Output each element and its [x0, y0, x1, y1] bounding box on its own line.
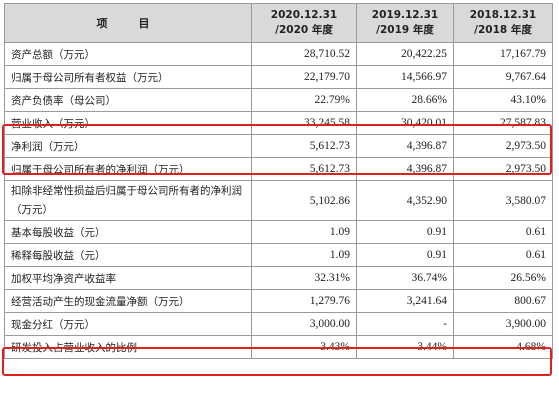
- cell-2019: 36.74%: [356, 266, 454, 290]
- cell-2019: 0.91: [356, 243, 454, 267]
- table-row-parent-net-profit: 归属于母公司所有者的净利润（万元） 5,612.73 4,396.87 2,97…: [4, 157, 553, 181]
- table-row-debt-ratio: 资产负债率（母公司） 22.79% 28.66% 43.10%: [4, 88, 553, 112]
- financial-table: 项 目 2020.12.31 /2020 年度 2019.12.31 /2019…: [4, 3, 553, 359]
- table-row-operating-cash-flow: 经营活动产生的现金流量净额（万元） 1,279.76 3,241.64 800.…: [4, 289, 553, 313]
- row-label: 营业收入（万元）: [4, 111, 252, 135]
- cell-2018: 0.61: [453, 220, 553, 244]
- header-item: 项 目: [4, 3, 252, 43]
- table-header-row: 项 目 2020.12.31 /2020 年度 2019.12.31 /2019…: [4, 3, 553, 43]
- cell-2018: 4.68%: [453, 335, 553, 359]
- cell-2018: 3,900.00: [453, 312, 553, 336]
- cell-2019: -: [356, 312, 454, 336]
- table-row-basic-eps: 基本每股收益（元） 1.09 0.91 0.61: [4, 220, 553, 244]
- cell-2018: 43.10%: [453, 88, 553, 112]
- row-label: 净利润（万元）: [4, 134, 252, 158]
- cell-2019: 4,396.87: [356, 157, 454, 181]
- header-2020: 2020.12.31 /2020 年度: [251, 3, 357, 43]
- row-label: 扣除非经常性损益后归属于母公司所有者的净利润（万元）: [4, 180, 252, 221]
- table-row-revenue: 营业收入（万元） 33,245.58 30,420.01 27,587.83: [4, 111, 553, 135]
- cell-2020: 22,179.70: [251, 65, 357, 89]
- row-label: 归属于母公司所有者的净利润（万元）: [4, 157, 252, 181]
- cell-2019: 30,420.01: [356, 111, 454, 135]
- header-2020-year: /2020 年度: [275, 24, 333, 36]
- header-2020-date: 2020.12.31: [270, 9, 338, 21]
- cell-2018: 2,973.50: [453, 134, 553, 158]
- cell-2020: 3,000.00: [251, 312, 357, 336]
- row-label: 资产总额（万元）: [4, 42, 252, 66]
- cell-2020: 22.79%: [251, 88, 357, 112]
- cell-2019: 0.91: [356, 220, 454, 244]
- header-2019-year: /2019 年度: [376, 24, 434, 36]
- table-row-roe: 加权平均净资产收益率 32.31% 36.74% 26.56%: [4, 266, 553, 290]
- table-row-adjusted-net-profit: 扣除非经常性损益后归属于母公司所有者的净利润（万元） 5,102.86 4,35…: [4, 180, 553, 221]
- cell-2018: 17,167.79: [453, 42, 553, 66]
- cell-2019: 3,241.64: [356, 289, 454, 313]
- cell-2019: 4,396.87: [356, 134, 454, 158]
- cell-2018: 9,767.64: [453, 65, 553, 89]
- cell-2020: 1.09: [251, 243, 357, 267]
- cell-2018: 2,973.50: [453, 157, 553, 181]
- cell-2019: 20,422.25: [356, 42, 454, 66]
- table-row-net-profit: 净利润（万元） 5,612.73 4,396.87 2,973.50: [4, 134, 553, 158]
- row-label: 稀释每股收益（元）: [4, 243, 252, 267]
- cell-2019: 3.44%: [356, 335, 454, 359]
- row-label: 加权平均净资产收益率: [4, 266, 252, 290]
- cell-2019: 14,566.97: [356, 65, 454, 89]
- row-label: 研发投入占营业收入的比例: [4, 335, 252, 359]
- row-label: 资产负债率（母公司）: [4, 88, 252, 112]
- header-2018-year: /2018 年度: [474, 24, 532, 36]
- table-row-diluted-eps: 稀释每股收益（元） 1.09 0.91 0.61: [4, 243, 553, 267]
- cell-2020: 5,102.86: [251, 180, 357, 221]
- cell-2020: 28,710.52: [251, 42, 357, 66]
- cell-2018: 3,580.07: [453, 180, 553, 221]
- table-row-parent-equity: 归属于母公司所有者权益（万元） 22,179.70 14,566.97 9,76…: [4, 65, 553, 89]
- header-2018: 2018.12.31 /2018 年度: [453, 3, 553, 43]
- header-2018-date: 2018.12.31: [469, 9, 537, 21]
- row-label: 经营活动产生的现金流量净额（万元）: [4, 289, 252, 313]
- cell-2020: 5,612.73: [251, 157, 357, 181]
- cell-2020: 1,279.76: [251, 289, 357, 313]
- cell-2020: 3.43%: [251, 335, 357, 359]
- cell-2020: 1.09: [251, 220, 357, 244]
- cell-2019: 28.66%: [356, 88, 454, 112]
- table-row-rd-ratio: 研发投入占营业收入的比例 3.43% 3.44% 4.68%: [4, 335, 553, 359]
- row-label: 归属于母公司所有者权益（万元）: [4, 65, 252, 89]
- header-2019: 2019.12.31 /2019 年度: [356, 3, 454, 43]
- cell-2019: 4,352.90: [356, 180, 454, 221]
- cell-2020: 32.31%: [251, 266, 357, 290]
- cell-2018: 800.67: [453, 289, 553, 313]
- cell-2018: 0.61: [453, 243, 553, 267]
- row-label: 基本每股收益（元）: [4, 220, 252, 244]
- cell-2018: 27,587.83: [453, 111, 553, 135]
- table-row-total-assets: 资产总额（万元） 28,710.52 20,422.25 17,167.79: [4, 42, 553, 66]
- row-label: 现金分红（万元）: [4, 312, 252, 336]
- header-2019-date: 2019.12.31: [371, 9, 439, 21]
- cell-2020: 33,245.58: [251, 111, 357, 135]
- cell-2018: 26.56%: [453, 266, 553, 290]
- table-row-cash-dividend: 现金分红（万元） 3,000.00 - 3,900.00: [4, 312, 553, 336]
- cell-2020: 5,612.73: [251, 134, 357, 158]
